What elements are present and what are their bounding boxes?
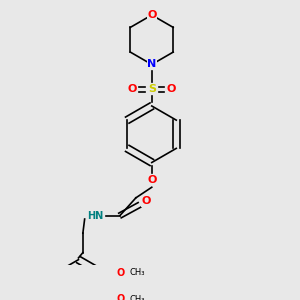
Text: O: O xyxy=(147,10,157,20)
Text: HN: HN xyxy=(87,211,104,220)
Text: O: O xyxy=(167,84,176,94)
Text: S: S xyxy=(148,84,156,94)
Text: CH₃: CH₃ xyxy=(130,268,145,278)
Text: O: O xyxy=(142,196,151,206)
Text: O: O xyxy=(117,268,125,278)
Text: N: N xyxy=(147,59,156,70)
Text: O: O xyxy=(147,175,157,185)
Text: O: O xyxy=(117,294,125,300)
Text: O: O xyxy=(128,84,137,94)
Text: CH₃: CH₃ xyxy=(130,295,145,300)
